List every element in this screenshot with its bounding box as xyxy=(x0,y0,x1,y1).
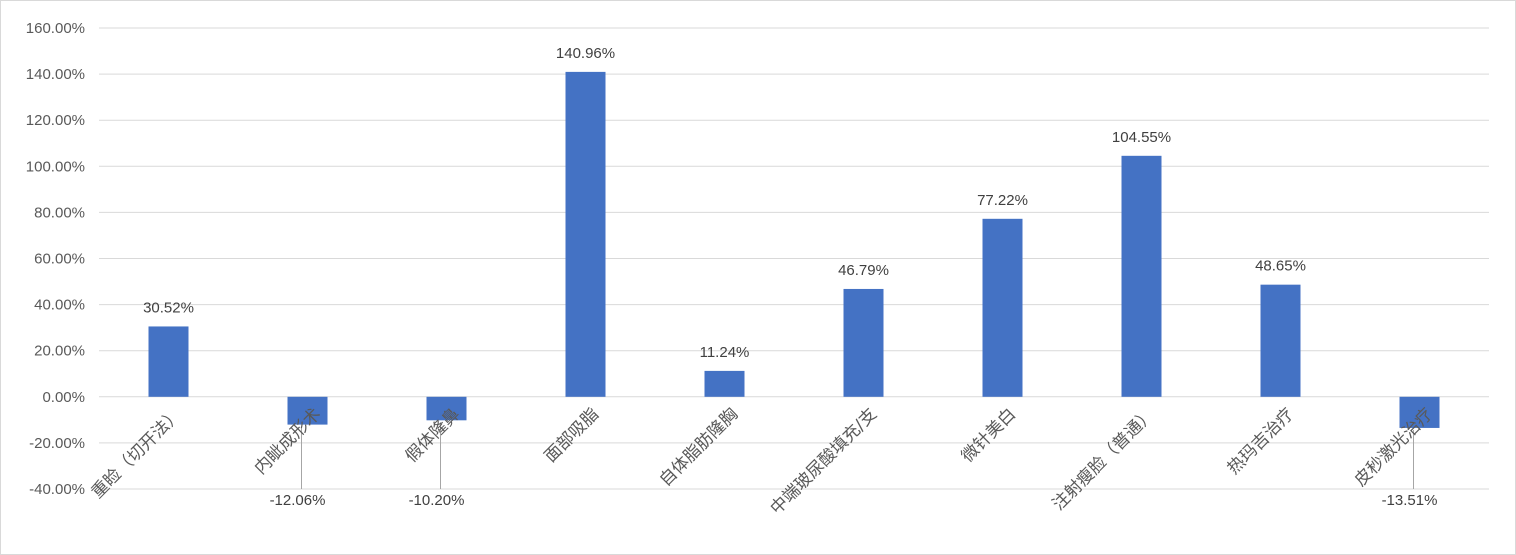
category-label: 重睑（切开法） xyxy=(88,404,186,502)
category-label: 注射瘦脸（普通） xyxy=(1049,404,1159,514)
y-tick-label: 160.00% xyxy=(26,20,85,37)
y-tick-label: -40.00% xyxy=(29,481,85,498)
y-tick-label: 0.00% xyxy=(42,389,85,406)
data-label: 46.79% xyxy=(838,262,889,279)
bar xyxy=(565,71,606,397)
y-tick-label: 120.00% xyxy=(26,112,85,129)
y-tick-label: 60.00% xyxy=(34,251,85,268)
bar xyxy=(1399,396,1440,428)
bar xyxy=(1260,284,1301,397)
category-label: 热玛吉治疗 xyxy=(1224,404,1298,478)
data-label: 140.96% xyxy=(556,45,615,62)
bar xyxy=(843,288,884,397)
data-label: 77.22% xyxy=(977,192,1028,209)
category-label: 面部吸脂 xyxy=(541,404,603,466)
y-tick-label: 100.00% xyxy=(26,158,85,175)
category-label: 自体脂肪隆胸 xyxy=(656,404,742,490)
data-label: 11.24% xyxy=(700,344,750,361)
data-label: 48.65% xyxy=(1255,258,1306,275)
data-label: -13.51% xyxy=(1382,492,1438,509)
data-label: -10.20% xyxy=(409,492,465,509)
category-label: 微针美白 xyxy=(958,404,1020,466)
bar xyxy=(1121,155,1162,397)
bar xyxy=(426,396,467,421)
category-label: 皮秒激光治疗 xyxy=(1351,404,1437,490)
bar xyxy=(982,218,1023,397)
bar xyxy=(287,396,328,425)
category-label: 中端玻尿酸填充/支 xyxy=(767,404,881,518)
data-label: -12.06% xyxy=(270,492,326,509)
y-tick-label: 20.00% xyxy=(34,343,85,360)
y-tick-label: 140.00% xyxy=(26,66,85,83)
bar xyxy=(704,370,745,397)
data-label: 104.55% xyxy=(1112,129,1171,146)
y-tick-label: 80.00% xyxy=(34,204,85,221)
y-tick-label: 40.00% xyxy=(34,297,85,314)
bar xyxy=(148,326,189,397)
y-tick-label: -20.00% xyxy=(29,435,85,452)
data-label: 30.52% xyxy=(143,299,194,316)
